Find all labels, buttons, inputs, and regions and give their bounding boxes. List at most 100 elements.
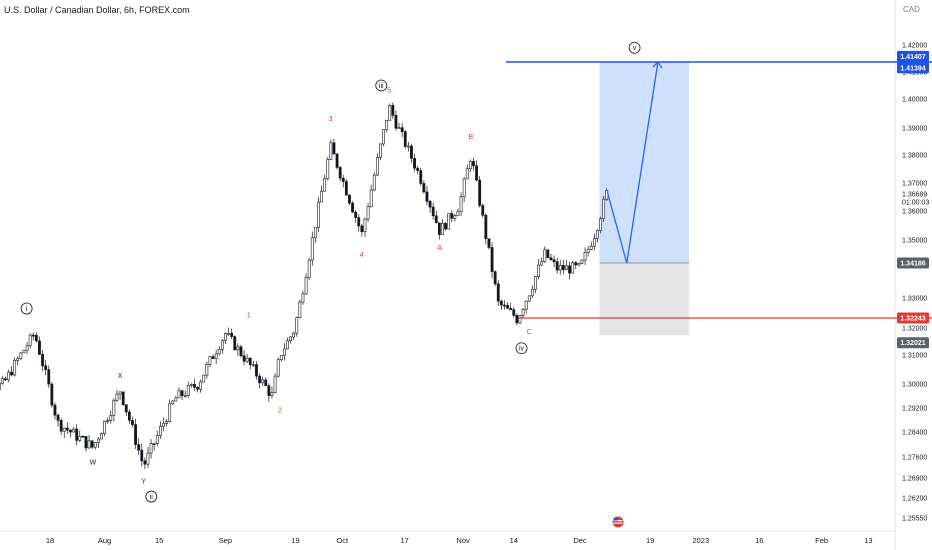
candle-up [16, 358, 20, 361]
candle-up [375, 157, 379, 176]
candle-down [431, 206, 435, 217]
candle-up [462, 178, 466, 197]
candle-down [196, 387, 199, 390]
candle-down [478, 179, 482, 206]
candle-up [543, 249, 547, 262]
candle-down [450, 213, 454, 219]
candle-down [239, 346, 243, 356]
candle-down [264, 379, 268, 386]
candle-down [410, 145, 413, 159]
candle-down [255, 364, 258, 377]
candle-down [496, 283, 500, 302]
candle-down [31, 334, 35, 337]
candle-up [224, 333, 227, 341]
wave-label-W: W [90, 460, 97, 467]
candle-up [62, 427, 66, 432]
candle-up [307, 259, 311, 278]
price-badge [897, 50, 929, 62]
price-badge [897, 337, 929, 349]
wave-circle-v [628, 41, 641, 54]
wave-label-A: A [437, 245, 442, 252]
candle-up [282, 348, 286, 356]
candle-up [186, 385, 190, 396]
candle-down [335, 153, 339, 168]
candle-down [258, 375, 261, 384]
profit-target-zone [599, 62, 690, 263]
candle-up [103, 420, 106, 434]
candle-down [506, 305, 509, 309]
price-tick: 1.31000 [902, 353, 927, 360]
price-tick: 1.35000 [902, 238, 927, 245]
candle-down [515, 315, 519, 324]
candle-down [59, 420, 63, 432]
candle-up [171, 400, 175, 405]
candle-down [3, 378, 7, 381]
candle-up [227, 332, 230, 335]
candle-up [174, 397, 178, 402]
candle-down [233, 336, 237, 351]
candle-up [317, 201, 320, 228]
candle-up [524, 300, 528, 310]
candle-up [534, 276, 537, 290]
candle-down [193, 384, 196, 388]
candle-up [453, 215, 457, 219]
candle-up [72, 428, 75, 433]
wave-circle-i [20, 302, 33, 315]
time-tick: Oct [336, 536, 349, 545]
candle-down [574, 262, 578, 266]
candle-up [251, 364, 255, 366]
candle-up [382, 129, 385, 145]
projection-arrowhead [652, 60, 663, 69]
candle-up [366, 206, 370, 220]
candle-up [245, 357, 249, 362]
time-tick: 18 [46, 536, 54, 545]
candle-up [177, 390, 181, 399]
candle-down [38, 340, 41, 355]
candle-down [131, 419, 134, 425]
time-tick: 2023 [692, 536, 709, 545]
candle-down [84, 436, 88, 449]
time-tick: Dec [573, 536, 587, 545]
candle-up [270, 392, 274, 396]
bar-countdown: 01:00:03 [902, 200, 929, 207]
candle-down [416, 167, 420, 171]
candle-up [456, 211, 460, 216]
wave-label-Y: Y [141, 479, 146, 486]
candle-down [552, 259, 556, 263]
candle-down [419, 170, 423, 184]
candle-up [441, 223, 444, 235]
candle-down [354, 211, 358, 218]
price-tick: 1.26900 [902, 476, 927, 483]
candle-down [425, 191, 429, 202]
us-flag-event-icon [612, 516, 624, 528]
candle-up [323, 178, 327, 192]
candle-up [106, 420, 110, 423]
candle-up [202, 374, 206, 383]
candle-down [75, 428, 79, 441]
candle-up [22, 349, 26, 354]
candle-down [211, 356, 215, 359]
candle-up [459, 196, 463, 212]
candle-down [332, 142, 336, 155]
price-badge [897, 62, 929, 74]
wave-label-2: 2 [278, 408, 282, 415]
candle-up [28, 334, 32, 347]
candle-up [379, 143, 382, 158]
price-badge [897, 257, 929, 269]
candle-up [273, 375, 277, 394]
candle-down [267, 385, 271, 396]
time-tick: 19 [291, 536, 299, 545]
candle-down [444, 223, 447, 230]
candle-down [348, 194, 351, 204]
candle-up [518, 315, 522, 324]
candle-up [162, 423, 165, 427]
price-tick: 1.27600 [902, 455, 927, 462]
price-tick: 1.28400 [902, 430, 927, 437]
candle-up [468, 161, 472, 170]
price-tick: 1.38000 [902, 153, 927, 160]
time-tick: 19 [646, 536, 654, 545]
candle-down [351, 202, 354, 213]
candle-down [81, 435, 85, 438]
candle-up [385, 119, 389, 130]
